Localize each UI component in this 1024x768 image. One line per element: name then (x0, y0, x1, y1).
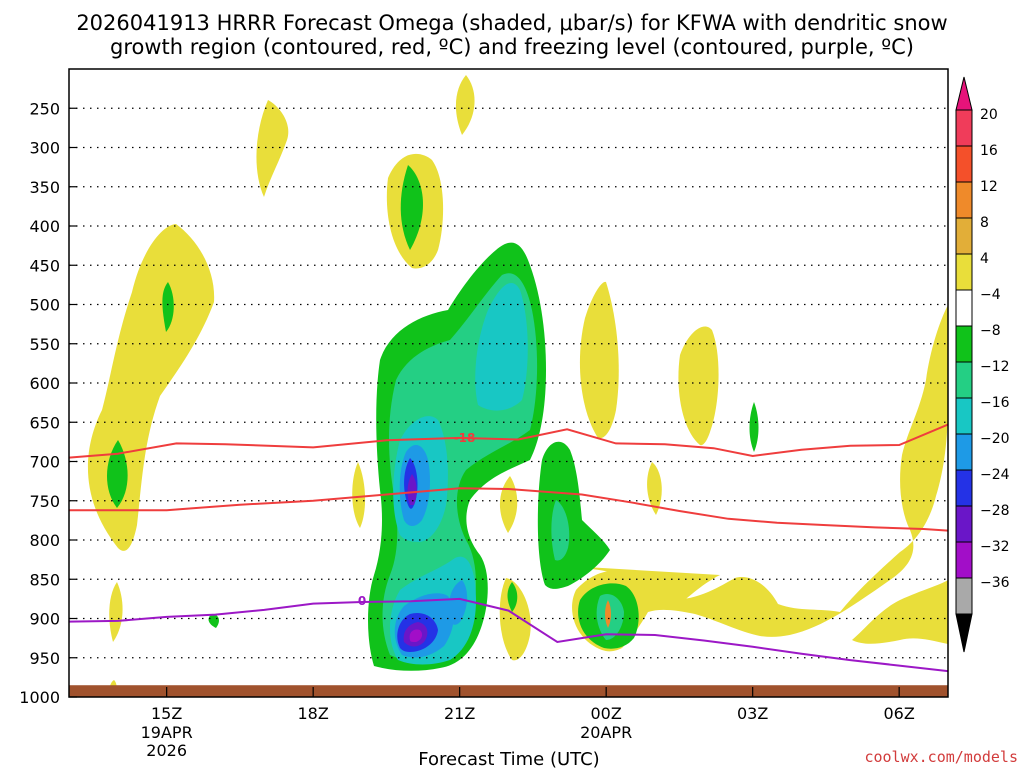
omega-pos-midday (579, 281, 619, 439)
omega-pos-freeze-link (552, 565, 720, 610)
colorbar-label--12: −12 (980, 359, 1010, 375)
x-tick-sublabel-19APR: 19APR (141, 723, 193, 742)
omega-pos-small-3 (499, 578, 531, 661)
colorbar-label--36: −36 (980, 575, 1010, 591)
colorbar-bottom-arrow (955, 613, 973, 653)
y-tick-label-700: 700 (29, 453, 60, 472)
omega-neg-midnight-teal (551, 500, 570, 561)
colorbar-label-20: 20 (980, 107, 998, 123)
chart-title-line-2: growth region (contoured, red, ºC) and f… (110, 35, 914, 59)
omega-neg-upper-purple (407, 474, 417, 505)
dgz-upper-contour (69, 423, 948, 459)
plot-area (69, 75, 948, 697)
x-tick-label-15Z: 15Z (151, 704, 182, 723)
colorbar-segment-7 (955, 361, 973, 399)
y-tick-label-600: 600 (29, 374, 60, 393)
omega-pos-midnight-peak (605, 600, 611, 628)
y-tick-label-1000: 1000 (19, 688, 60, 707)
credit-text: coolwx.com/models (864, 748, 1018, 766)
omega-pos-small-1 (352, 462, 366, 528)
omega-pos-west-upper (162, 282, 174, 332)
y-tick-label-250: 250 (29, 99, 60, 118)
omega-pos-small-3-core (507, 582, 518, 612)
omega-pos-top-plume (455, 75, 475, 135)
colorbar-segment-13 (955, 577, 973, 615)
colorbar-label--16: −16 (980, 395, 1010, 411)
colorbar-label--8: −8 (980, 323, 1001, 339)
omega-neg-small-green-2 (749, 402, 759, 452)
colorbar-segment-4 (955, 253, 973, 291)
colorbar-segment-1 (955, 145, 973, 183)
omega-neg-small-green (208, 614, 219, 628)
colorbar-segment-9 (955, 433, 973, 471)
colorbar-label--24: −24 (980, 467, 1010, 483)
omega-pos-east-low (852, 580, 948, 644)
omega-pos-west-low (109, 582, 123, 642)
x-tick-sublabel-2026: 2026 (146, 741, 187, 760)
colorbar-segment-10 (955, 469, 973, 507)
x-tick-label-03Z: 03Z (737, 704, 768, 723)
colorbar-segment-6 (955, 325, 973, 363)
colorbar: 20 16 12 8 4 −4 −8 −12 −16 −20 −24 −28 −32 −36 (955, 76, 1010, 653)
colorbar-label-8: 8 (980, 215, 989, 231)
terrain-fill (69, 685, 948, 697)
x-axis-label: Forecast Time (UTC) (418, 749, 599, 768)
contour-labels: -18 0 (358, 431, 476, 608)
dgz-lower-contour (69, 487, 948, 532)
x-tick-label-21Z: 21Z (444, 704, 475, 723)
freezing-level-contour-label: 0 (358, 594, 366, 608)
colorbar-segment-5 (955, 289, 973, 327)
colorbar-label-16: 16 (980, 143, 998, 159)
x-tick-label-18Z: 18Z (298, 704, 329, 723)
y-tick-label-450: 450 (29, 256, 60, 275)
x-tick-label-06Z: 06Z (884, 704, 915, 723)
y-tick-label-650: 650 (29, 413, 60, 432)
omega-pos-small-4 (647, 462, 662, 515)
omega-neg-lower-magenta (409, 629, 423, 642)
chart-title-line-1: 2026041913 HRRR Forecast Omega (shaded, … (76, 11, 947, 35)
y-tick-label-950: 950 (29, 649, 60, 668)
y-tick-label-500: 500 (29, 296, 60, 315)
omega-pos-upper-left (256, 100, 289, 197)
colorbar-segment-12 (955, 541, 973, 579)
colorbar-label--32: −32 (980, 539, 1010, 555)
temperature-contours (69, 423, 948, 673)
x-tick-sublabel-20APR: 20APR (580, 723, 632, 742)
colorbar-segment-8 (955, 397, 973, 435)
colorbar-label-12: 12 (980, 179, 998, 195)
y-tick-label-850: 850 (29, 570, 60, 589)
omega-neg-lower-lightblue-2 (448, 580, 468, 625)
colorbar-label--20: −20 (980, 431, 1010, 447)
omega-pos-west-core (106, 440, 128, 508)
colorbar-segment-11 (955, 505, 973, 543)
omega-neg-upper-right-cyan (475, 282, 528, 411)
x-tick-label-00Z: 00Z (591, 704, 622, 723)
y-tick-label-900: 900 (29, 610, 60, 629)
colorbar-segment-0 (955, 109, 973, 147)
terrain-band (69, 685, 948, 697)
colorbar-label--4: −4 (980, 287, 1001, 303)
dgz-contour-label: -18 (454, 431, 476, 445)
colorbar-label--28: −28 (980, 503, 1010, 519)
y-tick-label-800: 800 (29, 531, 60, 550)
y-tick-label-300: 300 (29, 139, 60, 158)
freezing-level-contour (69, 597, 948, 673)
y-tick-label-350: 350 (29, 178, 60, 197)
colorbar-segment-3 (955, 217, 973, 255)
omega-pos-evening (678, 326, 719, 446)
y-tick-label-750: 750 (29, 492, 60, 511)
y-tick-label-550: 550 (29, 335, 60, 354)
y-axis: 250 300 350 400 450 500 550 600 650 700 750 800 850 9… (19, 99, 77, 707)
colorbar-label-4: 4 (980, 251, 989, 267)
y-tick-label-400: 400 (29, 217, 60, 236)
colorbar-segment-2 (955, 181, 973, 219)
